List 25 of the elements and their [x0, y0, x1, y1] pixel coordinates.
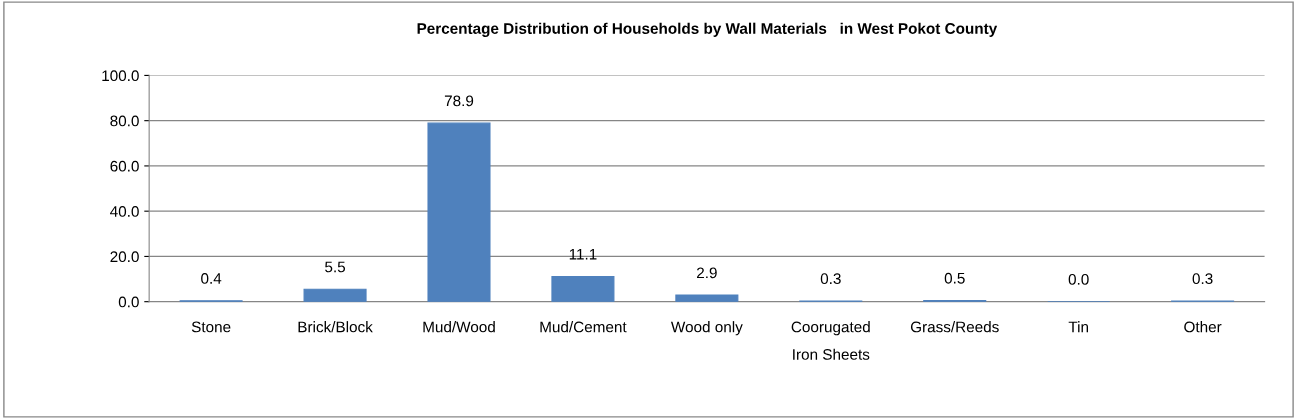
data-label: 0.0: [1068, 273, 1089, 285]
data-label: 78.9: [444, 95, 474, 107]
y-tick-label: 0.0: [118, 296, 139, 308]
data-label: 5.5: [325, 261, 346, 273]
x-tick-label: Wood only: [670, 321, 743, 336]
y-tick-label: 40.0: [110, 206, 139, 217]
data-label: 0.3: [1192, 273, 1213, 285]
y-tick-label: 20.0: [110, 251, 139, 263]
data-label: 0.3: [820, 273, 841, 285]
data-label: 2.9: [697, 267, 717, 279]
x-tick-label: Stone: [191, 321, 231, 333]
x-tick-label: Other: [1184, 321, 1222, 333]
x-tick-label: Mud/Cement: [540, 321, 627, 333]
x-tick-label: Tin: [1068, 321, 1089, 333]
y-tick-label: 60.0: [110, 160, 139, 172]
x-tick-label: Coorugated Iron Sheets: [791, 321, 870, 360]
x-tick-label: Mud/Wood: [423, 321, 495, 333]
chart-title: Percentage Distribution of Households by Wall Materials in West Pokot County: [417, 22, 998, 37]
data-label: 11.1: [569, 249, 597, 260]
y-tick-label: 100.0: [102, 70, 139, 82]
x-tick-label: Grass/Reeds: [910, 321, 999, 333]
data-label: 0.4: [201, 273, 222, 284]
y-tick-label: 80.0: [110, 115, 139, 127]
data-label: 0.5: [944, 272, 965, 284]
x-tick-label: Brick/Block: [298, 321, 373, 333]
